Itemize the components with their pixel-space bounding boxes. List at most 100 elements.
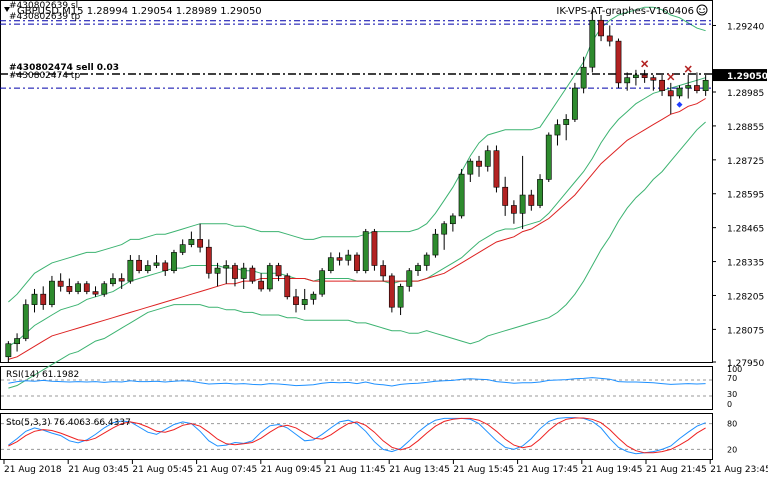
rsi-axis-label: 70 bbox=[727, 374, 737, 383]
order-label: #430802474 sell 0.03 bbox=[9, 63, 119, 73]
candle-body bbox=[136, 259, 143, 271]
candle-body bbox=[563, 119, 570, 125]
candle-body bbox=[258, 280, 265, 290]
candle-body bbox=[14, 338, 20, 345]
price-tick-label: 1.28855 bbox=[727, 123, 764, 133]
candle-body bbox=[554, 124, 561, 136]
candle-body bbox=[232, 265, 238, 279]
candle-body bbox=[388, 275, 395, 308]
symbol-info: GBPUSD,M15 1.28994 1.29054 1.28989 1.290… bbox=[17, 6, 262, 17]
time-tick-label: 21 Aug 05:45 bbox=[132, 465, 193, 475]
order-label: #430802639 sl bbox=[9, 1, 78, 11]
current-price-tag bbox=[713, 69, 767, 82]
candle-body bbox=[615, 40, 622, 84]
candle-body bbox=[676, 87, 683, 97]
bollinger-bands bbox=[8, 6, 706, 389]
candle-body bbox=[694, 85, 700, 91]
collapse-arrow-icon[interactable] bbox=[4, 7, 10, 12]
order-label: #430802474 tp bbox=[9, 71, 80, 81]
candle-body bbox=[153, 262, 160, 266]
rsi-axis-label: 30 bbox=[727, 390, 737, 399]
price-tick-label: 1.28595 bbox=[727, 191, 764, 201]
candle-body bbox=[458, 173, 465, 217]
time-tick-label: 21 Aug 2018 bbox=[4, 465, 62, 475]
candle-body bbox=[545, 134, 552, 180]
series-line-moving-average bbox=[8, 98, 706, 360]
candle-body bbox=[371, 231, 378, 266]
candle-body bbox=[31, 293, 38, 305]
candle-body bbox=[432, 233, 439, 256]
candle-body bbox=[667, 90, 674, 97]
candle-body bbox=[493, 150, 500, 188]
price-tick-label: 1.29240 bbox=[727, 22, 764, 32]
candle-body bbox=[162, 262, 169, 271]
candle-body bbox=[310, 293, 317, 300]
candle-body bbox=[659, 79, 665, 91]
candle-body bbox=[179, 244, 186, 253]
candle-body bbox=[650, 77, 657, 81]
stoch-axis-label: 80 bbox=[727, 420, 737, 429]
candle-body bbox=[467, 160, 474, 175]
time-tick-label: 21 Aug 17:45 bbox=[518, 465, 579, 475]
stoch-line-signal bbox=[8, 417, 706, 454]
time-tick-label: 21 Aug 11:45 bbox=[325, 465, 386, 475]
candle-body bbox=[301, 299, 308, 305]
candle-body bbox=[249, 267, 256, 282]
candle-body bbox=[205, 246, 212, 274]
candle-body bbox=[5, 343, 12, 358]
order-label: #430802639 tp bbox=[9, 12, 80, 22]
candle-body bbox=[537, 179, 543, 206]
candle-body bbox=[571, 87, 578, 120]
candle-body bbox=[449, 215, 456, 225]
series-line-bollinger-upper bbox=[8, 6, 706, 303]
price-axis: 1.29240 1.29050 1.28985 1.28855 1.28725 1.285… bbox=[712, 22, 768, 369]
trade-marker-icon bbox=[667, 73, 675, 81]
candle-body bbox=[223, 265, 230, 269]
candle-body bbox=[528, 194, 535, 206]
trade-diamond-icon bbox=[676, 101, 683, 108]
price-tick-label: 1.28725 bbox=[727, 157, 764, 167]
trade-marker-icon bbox=[641, 60, 649, 68]
series-line-bollinger-lower bbox=[8, 121, 706, 389]
time-tick-label: 21 Aug 19:45 bbox=[582, 465, 643, 475]
candle-body bbox=[57, 280, 64, 287]
candle-body bbox=[266, 265, 273, 290]
candle-body bbox=[632, 74, 639, 78]
rsi-axis-label: 0 bbox=[727, 400, 732, 409]
candle-body bbox=[580, 66, 587, 89]
candle-body bbox=[101, 283, 108, 295]
price-tick-label: 1.28205 bbox=[727, 292, 764, 302]
candle-body bbox=[624, 77, 631, 84]
time-tick-label: 21 Aug 23:45 bbox=[710, 465, 768, 475]
candle-body bbox=[380, 265, 387, 277]
rsi-label: RSI(14) 61.1982 bbox=[6, 370, 79, 380]
price-tick-label: 1.28335 bbox=[727, 259, 764, 269]
time-tick-label: 21 Aug 15:45 bbox=[453, 465, 514, 475]
time-tick-label: 21 Aug 21:45 bbox=[646, 465, 707, 475]
candle-body bbox=[188, 239, 195, 245]
candle-body bbox=[345, 254, 352, 261]
candle-body bbox=[502, 186, 509, 206]
price-tick-label: 1.28465 bbox=[727, 225, 764, 235]
price-tick-label: 1.27950 bbox=[727, 359, 764, 369]
candle-body bbox=[293, 296, 299, 305]
time-tick-label: 21 Aug 03:45 bbox=[68, 465, 129, 475]
candle-body bbox=[476, 160, 482, 167]
price-tick-label: 1.28075 bbox=[727, 326, 764, 336]
candle-body bbox=[171, 252, 177, 271]
candle-body bbox=[606, 35, 613, 42]
smiley-icon bbox=[696, 4, 708, 16]
candle-body bbox=[589, 19, 596, 68]
candle-body bbox=[214, 267, 221, 274]
candle-body bbox=[484, 150, 491, 167]
candle-body bbox=[197, 239, 204, 248]
price-panel-frame bbox=[0, 0, 713, 363]
candle-body bbox=[406, 270, 413, 287]
candle-body bbox=[685, 85, 692, 89]
trade-marker-icon bbox=[684, 65, 692, 73]
candle-body bbox=[144, 265, 151, 271]
stoch-axis-label: 20 bbox=[727, 445, 737, 454]
